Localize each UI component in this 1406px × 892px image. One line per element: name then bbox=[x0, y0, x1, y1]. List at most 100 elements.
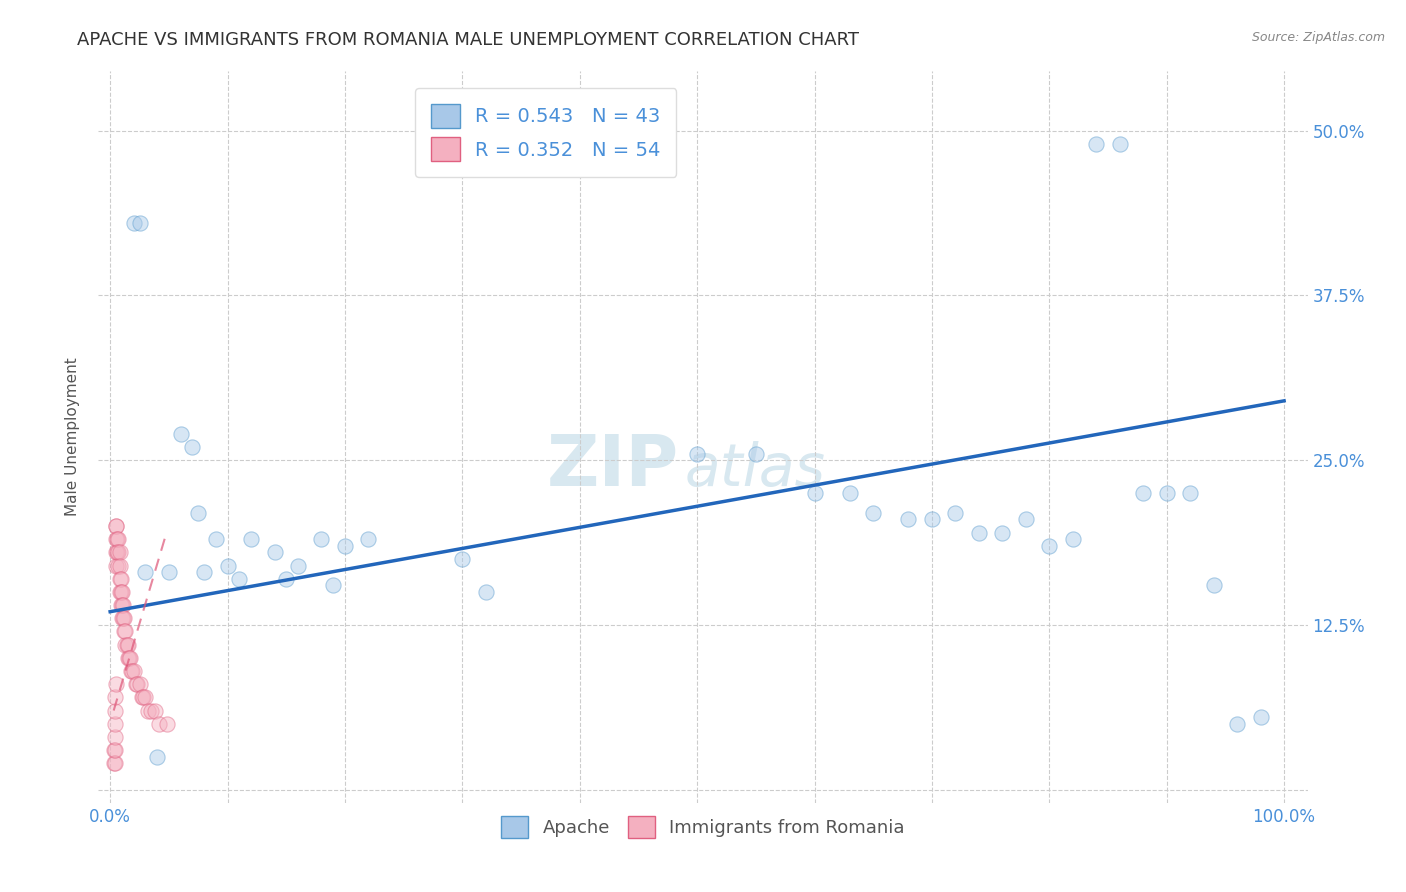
Point bbox=[117, 650, 139, 665]
Point bbox=[114, 624, 136, 639]
Point bbox=[1202, 578, 1225, 592]
Point bbox=[181, 440, 204, 454]
Point bbox=[475, 585, 498, 599]
Point bbox=[1062, 533, 1084, 547]
Point bbox=[107, 558, 129, 573]
Text: atlas: atlas bbox=[685, 442, 825, 499]
Point bbox=[991, 525, 1014, 540]
Point bbox=[132, 690, 155, 705]
Point bbox=[897, 512, 920, 526]
Point bbox=[263, 545, 285, 559]
Point bbox=[134, 565, 156, 579]
Point bbox=[105, 545, 128, 559]
Point bbox=[105, 519, 128, 533]
Point bbox=[112, 611, 135, 625]
Point bbox=[228, 572, 250, 586]
Point bbox=[111, 611, 134, 625]
Point bbox=[107, 545, 129, 559]
Point bbox=[276, 572, 298, 586]
Point bbox=[838, 486, 860, 500]
Point bbox=[103, 756, 125, 771]
Point bbox=[169, 426, 191, 441]
Legend: Apache, Immigrants from Romania: Apache, Immigrants from Romania bbox=[494, 808, 912, 845]
Point bbox=[1156, 486, 1178, 500]
Point bbox=[131, 690, 153, 705]
Point bbox=[122, 664, 145, 678]
Point bbox=[143, 704, 166, 718]
Point bbox=[104, 730, 127, 744]
Point bbox=[128, 216, 150, 230]
Point bbox=[803, 486, 825, 500]
Point bbox=[120, 650, 142, 665]
Point bbox=[120, 664, 142, 678]
Point bbox=[333, 539, 356, 553]
Point bbox=[105, 558, 128, 573]
Point bbox=[148, 716, 170, 731]
Point bbox=[745, 446, 768, 460]
Point bbox=[134, 690, 156, 705]
Point bbox=[110, 572, 132, 586]
Point bbox=[108, 572, 131, 586]
Point bbox=[1108, 136, 1130, 151]
Point bbox=[686, 446, 709, 460]
Point bbox=[118, 650, 141, 665]
Point bbox=[217, 558, 239, 573]
Point bbox=[136, 704, 159, 718]
Point bbox=[114, 638, 136, 652]
Point bbox=[1250, 710, 1272, 724]
Text: ZIP: ZIP bbox=[547, 432, 679, 500]
Point bbox=[862, 506, 884, 520]
Y-axis label: Male Unemployment: Male Unemployment bbox=[65, 358, 80, 516]
Point bbox=[108, 558, 131, 573]
Point bbox=[921, 512, 943, 526]
Point bbox=[287, 558, 309, 573]
Point bbox=[107, 533, 129, 547]
Point bbox=[155, 716, 177, 731]
Point bbox=[110, 598, 132, 612]
Point bbox=[141, 704, 163, 718]
Point bbox=[104, 690, 127, 705]
Point bbox=[311, 533, 333, 547]
Point bbox=[945, 506, 967, 520]
Point bbox=[1038, 539, 1060, 553]
Point bbox=[322, 578, 344, 592]
Point bbox=[357, 533, 380, 547]
Point bbox=[1180, 486, 1202, 500]
Text: Source: ZipAtlas.com: Source: ZipAtlas.com bbox=[1251, 31, 1385, 45]
Point bbox=[1132, 486, 1154, 500]
Point bbox=[125, 677, 148, 691]
Point bbox=[127, 677, 149, 691]
Point bbox=[104, 743, 127, 757]
Point bbox=[240, 533, 263, 547]
Point bbox=[112, 611, 135, 625]
Point bbox=[110, 585, 132, 599]
Point bbox=[115, 638, 138, 652]
Text: APACHE VS IMMIGRANTS FROM ROMANIA MALE UNEMPLOYMENT CORRELATION CHART: APACHE VS IMMIGRANTS FROM ROMANIA MALE U… bbox=[77, 31, 859, 49]
Point bbox=[128, 677, 150, 691]
Point bbox=[204, 533, 226, 547]
Point bbox=[105, 533, 128, 547]
Point bbox=[105, 545, 128, 559]
Point bbox=[121, 664, 143, 678]
Point bbox=[112, 624, 135, 639]
Point bbox=[146, 749, 169, 764]
Point bbox=[117, 638, 139, 652]
Point bbox=[105, 677, 128, 691]
Point bbox=[1226, 716, 1249, 731]
Point bbox=[451, 552, 474, 566]
Point bbox=[105, 533, 128, 547]
Point bbox=[108, 545, 131, 559]
Point bbox=[104, 756, 127, 771]
Point bbox=[105, 519, 128, 533]
Point bbox=[111, 585, 134, 599]
Point bbox=[1015, 512, 1038, 526]
Point bbox=[1085, 136, 1108, 151]
Point bbox=[187, 506, 209, 520]
Point bbox=[108, 585, 131, 599]
Point bbox=[112, 598, 135, 612]
Point bbox=[193, 565, 215, 579]
Point bbox=[104, 716, 127, 731]
Point bbox=[967, 525, 990, 540]
Point bbox=[157, 565, 180, 579]
Point bbox=[111, 598, 134, 612]
